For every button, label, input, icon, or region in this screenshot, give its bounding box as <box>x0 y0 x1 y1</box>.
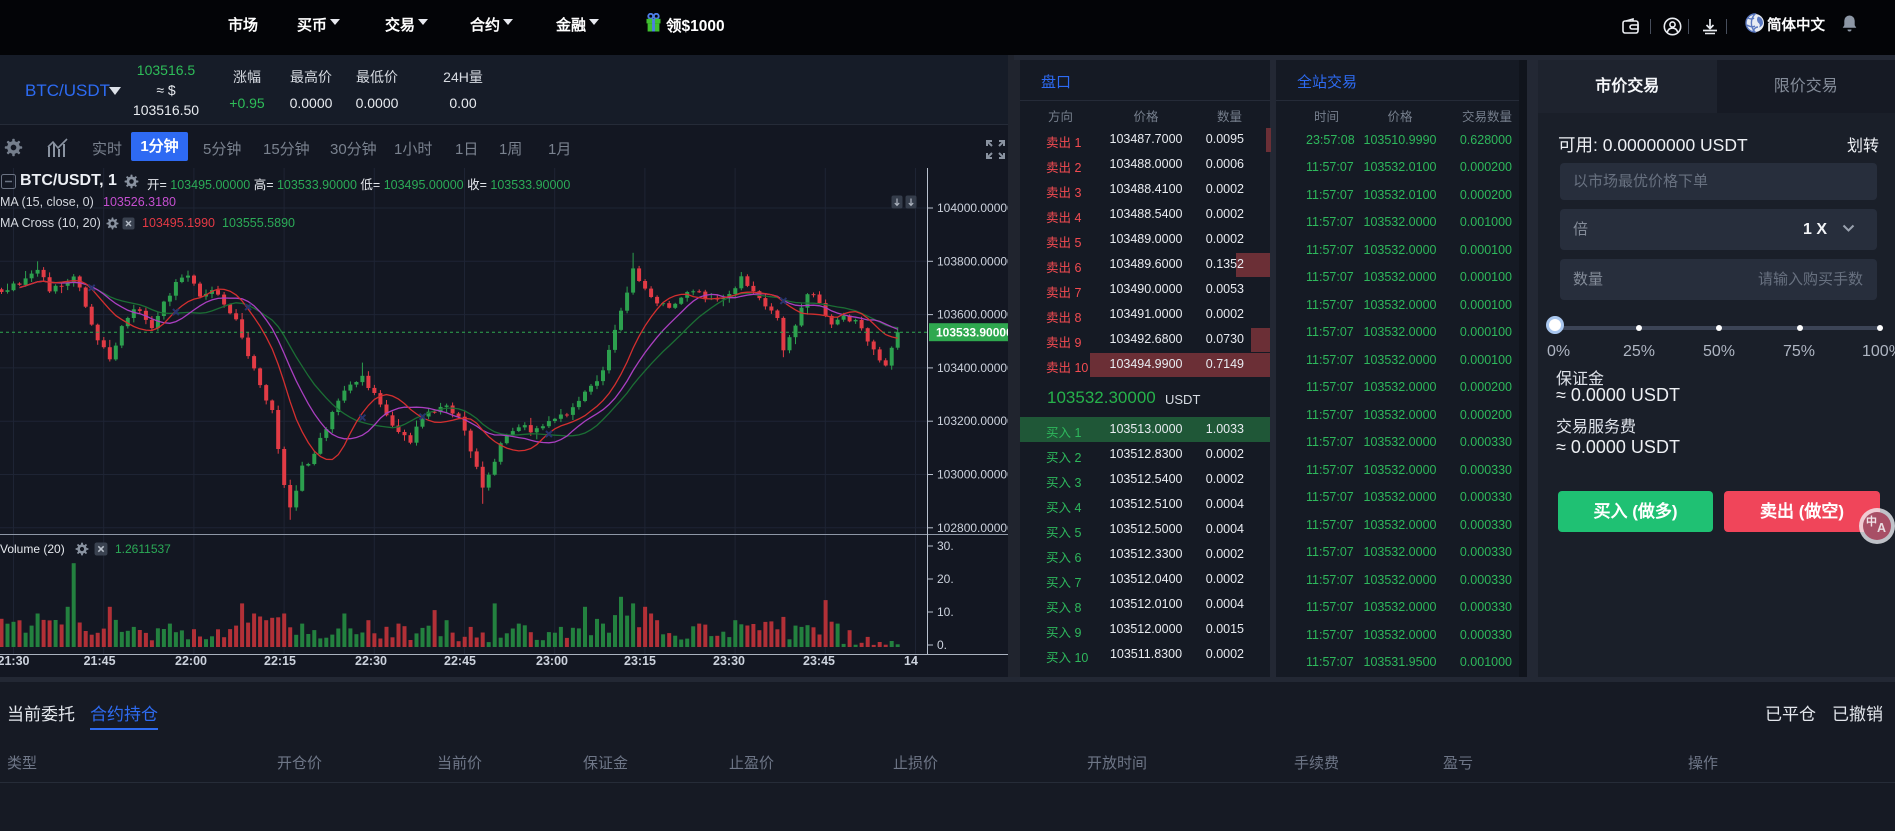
svg-text:22:00: 22:00 <box>175 654 207 668</box>
svg-text:103200.00000: 103200.00000 <box>937 414 1014 428</box>
svg-text:21:30: 21:30 <box>0 654 30 668</box>
svg-text:103000.00000: 103000.00000 <box>937 468 1014 482</box>
svg-text:21:45: 21:45 <box>84 654 116 668</box>
svg-text:22:30: 22:30 <box>355 654 387 668</box>
svg-text:103800.00000: 103800.00000 <box>937 254 1014 268</box>
svg-text:14: 14 <box>904 654 918 668</box>
svg-text:103533.90000: 103533.90000 <box>936 326 1013 340</box>
svg-text:104000.00000: 104000.00000 <box>937 201 1014 215</box>
svg-text:102800.00000: 102800.00000 <box>937 521 1014 535</box>
svg-text:23:30: 23:30 <box>713 654 745 668</box>
svg-text:20.: 20. <box>937 572 954 586</box>
svg-text:22:45: 22:45 <box>444 654 476 668</box>
svg-text:30.: 30. <box>937 539 954 553</box>
svg-text:103600.00000: 103600.00000 <box>937 308 1014 322</box>
svg-text:103400.00000: 103400.00000 <box>937 361 1014 375</box>
svg-text:0.: 0. <box>937 638 947 652</box>
svg-text:23:15: 23:15 <box>624 654 656 668</box>
svg-text:10.: 10. <box>937 605 954 619</box>
svg-text:23:45: 23:45 <box>803 654 835 668</box>
svg-text:23:00: 23:00 <box>536 654 568 668</box>
svg-text:22:15: 22:15 <box>264 654 296 668</box>
